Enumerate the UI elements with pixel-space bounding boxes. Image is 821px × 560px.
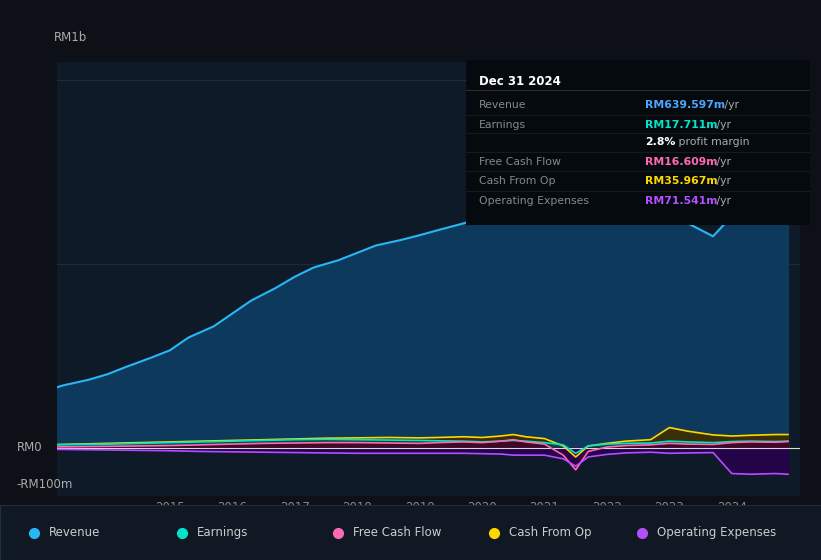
Text: Operating Expenses: Operating Expenses [657, 526, 776, 539]
Text: RM35.967m: RM35.967m [644, 176, 718, 186]
Text: Cash From Op: Cash From Op [479, 176, 556, 186]
Text: Free Cash Flow: Free Cash Flow [479, 156, 562, 166]
Text: /yr: /yr [713, 176, 731, 186]
Text: Revenue: Revenue [479, 100, 527, 110]
Text: Cash From Op: Cash From Op [509, 526, 591, 539]
Text: profit margin: profit margin [675, 137, 750, 147]
Text: /yr: /yr [721, 100, 739, 110]
Text: RM639.597m: RM639.597m [644, 100, 725, 110]
Text: RM71.541m: RM71.541m [644, 196, 718, 206]
Text: Free Cash Flow: Free Cash Flow [353, 526, 442, 539]
Text: Revenue: Revenue [49, 526, 101, 539]
Text: RM17.711m: RM17.711m [644, 120, 718, 130]
Text: /yr: /yr [713, 196, 731, 206]
Text: Dec 31 2024: Dec 31 2024 [479, 75, 562, 88]
Text: Operating Expenses: Operating Expenses [479, 196, 589, 206]
Text: RM16.609m: RM16.609m [644, 156, 718, 166]
Text: /yr: /yr [713, 120, 731, 130]
Text: Earnings: Earnings [479, 120, 526, 130]
Text: 2.8%: 2.8% [644, 137, 675, 147]
Text: -RM100m: -RM100m [16, 478, 73, 491]
Text: RM0: RM0 [16, 441, 42, 454]
Text: RM1b: RM1b [53, 31, 87, 44]
Text: Earnings: Earnings [197, 526, 249, 539]
Text: /yr: /yr [713, 156, 731, 166]
